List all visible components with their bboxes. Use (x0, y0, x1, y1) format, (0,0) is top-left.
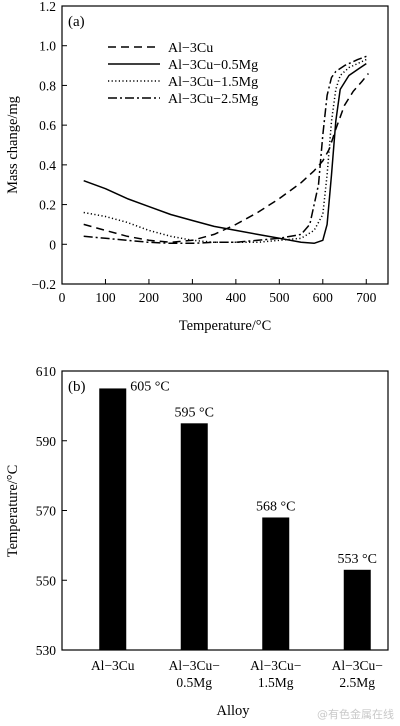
legend-entry: Al−3Cu (168, 41, 213, 56)
x-tick-label-a: 100 (95, 290, 116, 305)
x-axis-label-b: Alloy (216, 703, 250, 719)
plot-frame-a (61, 5, 389, 285)
bar-value-label: 605 °C (130, 379, 169, 394)
series-line-solid (83, 62, 367, 245)
watermark: @有色金属在线 (317, 708, 394, 721)
x-tick-label-a: 0 (59, 290, 66, 305)
y-tick-label-b: 550 (36, 573, 57, 588)
x-tick-label-b: Al−3Cu− (169, 658, 220, 673)
bar (180, 423, 208, 650)
legend-entry: Al−3Cu−1.5Mg (168, 75, 258, 90)
bar (343, 569, 371, 650)
panel-label-a: (a) (68, 14, 85, 30)
x-tick-label-b: Al−3Cu− (250, 658, 301, 673)
y-tick-label-a: 0 (49, 237, 56, 252)
x-tick-label-b: Al−3Cu− (332, 658, 383, 673)
y-tick-label-a: 0.2 (39, 198, 56, 213)
series-line-dashed (83, 73, 369, 244)
x-axis-label-a: Temperature/°C (179, 318, 272, 334)
bar-value-label: 553 °C (338, 552, 377, 567)
y-tick-label-a: 0.4 (39, 158, 56, 173)
bar (262, 517, 290, 650)
y-tick-label-b: 590 (36, 434, 57, 449)
x-tick-label-b: 1.5Mg (258, 675, 294, 690)
legend-entry: Al−3Cu−0.5Mg (168, 58, 258, 73)
series-line-dotted (83, 58, 367, 244)
bar-value-label: 568 °C (256, 499, 295, 514)
x-tick-label-a: 500 (269, 290, 290, 305)
bar (99, 388, 127, 650)
y-tick-label-b: 610 (36, 364, 57, 379)
bar-value-label: 595 °C (175, 405, 214, 420)
x-tick-label-a: 600 (313, 290, 334, 305)
y-tick-label-b: 570 (36, 504, 57, 519)
y-tick-label-b: 530 (36, 643, 57, 658)
y-tick-label-a: −0.2 (32, 277, 57, 292)
y-tick-label-a: 0.6 (39, 118, 56, 133)
y-tick-label-a: 1.2 (39, 0, 56, 14)
x-tick-label-b: 2.5Mg (339, 675, 375, 690)
legend-entry: Al−3Cu−2.5Mg (168, 92, 258, 107)
x-tick-label-a: 400 (226, 290, 247, 305)
y-axis-label-b: Temperature/°C (5, 465, 21, 558)
x-tick-label-b: Al−3Cu (91, 658, 135, 673)
x-tick-label-a: 700 (356, 290, 377, 305)
y-tick-label-a: 0.8 (39, 78, 56, 93)
panel-label-b: (b) (68, 379, 86, 395)
x-tick-label-b: 0.5Mg (176, 675, 212, 690)
x-tick-label-a: 200 (139, 290, 160, 305)
y-axis-label-a: Mass change/mg (5, 96, 21, 194)
series-line-dashdot (83, 54, 369, 245)
x-tick-label-a: 300 (182, 290, 203, 305)
y-tick-label-a: 1.0 (39, 39, 56, 54)
